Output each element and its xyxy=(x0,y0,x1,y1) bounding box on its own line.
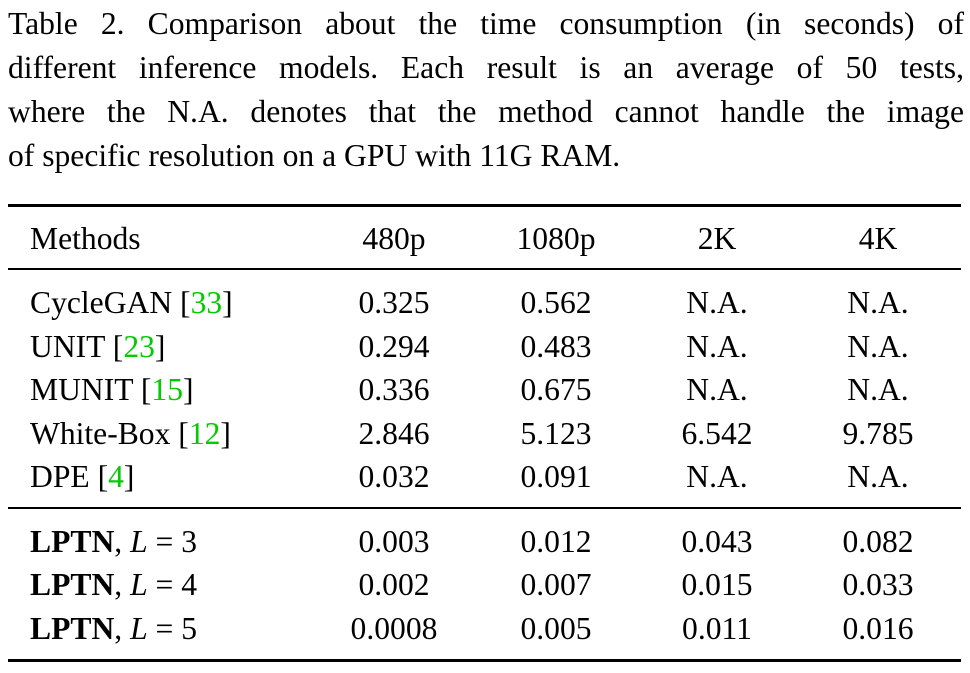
method-name: White-Box [12] xyxy=(30,416,231,451)
value-2k: N.A. xyxy=(686,329,748,364)
value-4k: N.A. xyxy=(847,329,909,364)
header-rule xyxy=(8,268,961,270)
header-1080p: 1080p xyxy=(516,221,596,256)
header-methods: Methods xyxy=(30,221,141,256)
table-row: LPTN, L = 4 0.002 0.007 0.015 0.033 xyxy=(0,563,970,607)
table-row: White-Box [12] 2.846 5.123 6.542 9.785 xyxy=(0,412,970,456)
caption-line-2: different inference models. Each result … xyxy=(8,50,964,85)
value-4k: 0.016 xyxy=(842,611,914,646)
table-row: CycleGAN [33] 0.325 0.562 N.A. N.A. xyxy=(0,281,970,325)
table-row: LPTN, L = 5 0.0008 0.005 0.011 0.016 xyxy=(0,607,970,651)
value-1080p: 0.675 xyxy=(520,372,592,407)
value-2k: 6.542 xyxy=(681,416,753,451)
value-2k: N.A. xyxy=(686,372,748,407)
citation-link[interactable]: 12 xyxy=(188,416,221,451)
section-rule xyxy=(8,507,961,509)
method-name: LPTN, L = 4 xyxy=(30,567,198,602)
table-row: UNIT [23] 0.294 0.483 N.A. N.A. xyxy=(0,325,970,369)
value-480p: 0.325 xyxy=(358,285,430,320)
value-1080p: 0.483 xyxy=(520,329,592,364)
header-2k: 2K xyxy=(697,221,737,256)
value-480p: 0.003 xyxy=(358,524,430,559)
header-480p: 480p xyxy=(362,221,426,256)
value-480p: 0.0008 xyxy=(350,611,438,646)
value-4k: 0.082 xyxy=(842,524,914,559)
value-480p: 0.294 xyxy=(358,329,430,364)
value-1080p: 0.091 xyxy=(520,459,592,494)
value-480p: 0.336 xyxy=(358,372,430,407)
method-name: CycleGAN [33] xyxy=(30,285,233,320)
value-2k: N.A. xyxy=(686,459,748,494)
value-2k: 0.015 xyxy=(681,567,753,602)
value-480p: 0.002 xyxy=(358,567,430,602)
table-caption: Table 2. Comparison about the time consu… xyxy=(8,2,964,178)
citation-link[interactable]: 23 xyxy=(123,329,155,364)
value-1080p: 0.562 xyxy=(520,285,592,320)
table-row: DPE [4] 0.032 0.091 N.A. N.A. xyxy=(0,455,970,499)
value-4k: N.A. xyxy=(847,285,909,320)
top-rule xyxy=(8,204,961,207)
value-1080p: 5.123 xyxy=(520,416,592,451)
method-name: LPTN, L = 5 xyxy=(30,611,198,646)
value-2k: 0.011 xyxy=(682,611,752,646)
value-4k: 9.785 xyxy=(842,416,914,451)
citation-link[interactable]: 15 xyxy=(151,372,183,407)
table-row: MUNIT [15] 0.336 0.675 N.A. N.A. xyxy=(0,368,970,412)
method-name: UNIT [23] xyxy=(30,329,166,364)
value-4k: N.A. xyxy=(847,372,909,407)
header-4k: 4K xyxy=(858,221,898,256)
method-name: MUNIT [15] xyxy=(30,372,194,407)
method-name: LPTN, L = 3 xyxy=(30,524,198,559)
bottom-rule xyxy=(8,659,961,662)
citation-link[interactable]: 33 xyxy=(190,285,223,320)
caption-line-1: Table 2. Comparison about the time consu… xyxy=(8,6,964,41)
value-1080p: 0.007 xyxy=(520,567,592,602)
caption-line-4: of specific resolution on a GPU with 11G… xyxy=(8,138,621,173)
value-1080p: 0.005 xyxy=(520,611,592,646)
value-480p: 0.032 xyxy=(358,459,430,494)
value-480p: 2.846 xyxy=(358,416,430,451)
value-1080p: 0.012 xyxy=(520,524,592,559)
value-4k: N.A. xyxy=(847,459,909,494)
header-row: Methods 480p 1080p 2K 4K xyxy=(0,217,970,261)
caption-line-3: where the N.A. denotes that the method c… xyxy=(8,94,964,129)
citation-link[interactable]: 4 xyxy=(108,459,124,494)
value-2k: 0.043 xyxy=(681,524,753,559)
table-row: LPTN, L = 3 0.003 0.012 0.043 0.082 xyxy=(0,520,970,564)
value-4k: 0.033 xyxy=(842,567,914,602)
method-name: DPE [4] xyxy=(30,459,135,494)
value-2k: N.A. xyxy=(686,285,748,320)
